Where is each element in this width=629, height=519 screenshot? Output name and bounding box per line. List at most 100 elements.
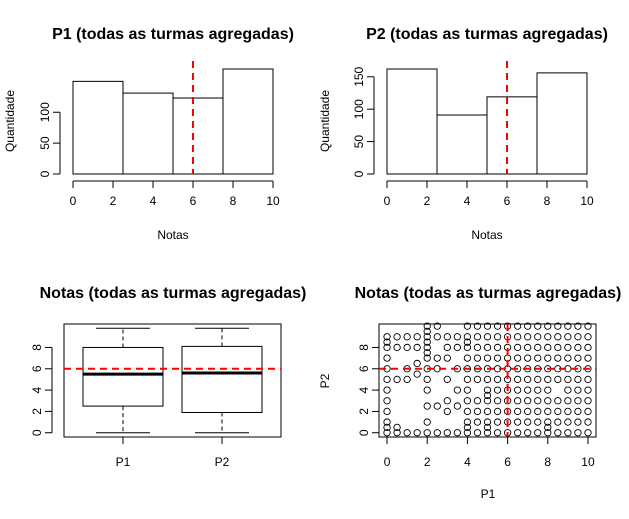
scatter-point [383, 338, 391, 346]
scatter-point [513, 322, 522, 330]
scatter-point [574, 322, 582, 330]
scatter-point [513, 429, 522, 437]
scatter-point [483, 343, 492, 352]
scatter-point [433, 402, 441, 410]
scatter-point [393, 375, 401, 384]
scatter-point [554, 322, 562, 330]
x-tick-label: 6 [190, 194, 197, 208]
x-tick-label: 0 [70, 194, 77, 208]
histogram-p2: P2 (todas as turmas agregadas) Notas Qua… [318, 26, 608, 242]
y-tick-label: 6 [357, 365, 371, 372]
plot-frame [63, 323, 282, 438]
scatter-point [423, 429, 431, 437]
histogram-bar [436, 114, 488, 175]
y-tick-label: 2 [30, 408, 44, 415]
scatter-point [463, 397, 472, 405]
scatter-point [513, 343, 522, 352]
scatter-point [534, 386, 542, 394]
histogram-bar [386, 68, 438, 175]
scatter-p1-vs-p2: Notas (todas as turmas agregadas) P1 P2 … [318, 285, 621, 501]
x-tick-label: 8 [230, 194, 237, 208]
scatter-point [453, 429, 462, 437]
scatter-point [393, 343, 401, 352]
scatter-point [483, 375, 492, 384]
scatter-point [564, 322, 572, 330]
scatter-point [423, 322, 431, 330]
scatter-point [483, 391, 492, 400]
scatter-point [564, 333, 572, 341]
box-p2 [181, 327, 263, 434]
scatter-point [574, 375, 582, 384]
scatter-point [534, 418, 542, 426]
scatter-point [544, 354, 552, 362]
scatter-point [524, 386, 532, 394]
y-axis-label: Quantidade [3, 90, 17, 152]
y-tick-label: 4 [357, 386, 371, 393]
scatter-point [564, 418, 572, 426]
scatter-point [524, 418, 532, 426]
scatter-point [493, 397, 502, 405]
scatter-point [534, 375, 542, 384]
x-tick-label: 4 [150, 194, 157, 208]
scatter-point [383, 333, 391, 341]
scatter-point [423, 338, 431, 346]
scatter-point [483, 354, 492, 362]
scatter-point [544, 423, 552, 432]
scatter-point [584, 386, 592, 394]
scatter-point [544, 386, 552, 394]
scatter-point [493, 322, 502, 330]
scatter-point [544, 322, 552, 330]
scatter-point [584, 333, 592, 341]
scatter-point [413, 343, 421, 352]
scatter-point [493, 407, 502, 416]
scatter-point [513, 407, 522, 416]
scatter-point [463, 338, 472, 346]
x-tick-label: 10 [266, 194, 280, 208]
scatter-point [513, 397, 522, 405]
chart-title: P1 (todas as turmas agregadas) [52, 26, 294, 43]
x-tick-label: 4 [464, 455, 471, 469]
scatter-point [524, 343, 532, 352]
scatter-point [554, 397, 562, 405]
y-axis-label: Quantidade [318, 90, 332, 152]
scatter-point [524, 429, 532, 437]
scatter-point [574, 407, 582, 416]
scatter-point [513, 375, 522, 384]
scatter-point [524, 397, 532, 405]
y-tick-label: 2 [357, 408, 371, 415]
x-tick-label: 2 [424, 455, 431, 469]
y-tick-label: 0 [30, 429, 44, 436]
plot-frame [378, 323, 597, 438]
scatter-point [534, 354, 542, 362]
scatter-point [473, 429, 482, 437]
boxplot-notas: Notas (todas as turmas agregadas) P1 P2 0 2… [30, 285, 306, 469]
scatter-point [403, 375, 411, 384]
scatter-point [493, 418, 502, 426]
box-p1 [82, 327, 164, 434]
scatter-point [544, 375, 552, 384]
scatter-point [463, 418, 472, 426]
scatter-point [453, 386, 462, 394]
scatter-point [544, 397, 552, 405]
scatter-point [574, 354, 582, 362]
scatter-point [493, 343, 502, 352]
scatter-point [463, 354, 472, 362]
scatter-point [463, 423, 472, 432]
x-tick-label: 6 [504, 194, 511, 208]
scatter-point [483, 397, 492, 405]
scatter-point [463, 322, 472, 330]
scatter-point [473, 322, 482, 330]
scatter-point [564, 429, 572, 437]
scatter-point [493, 333, 502, 341]
category-label: P2 [215, 455, 230, 469]
scatter-point [574, 333, 582, 341]
y-tick-label: 100 [38, 102, 52, 122]
x-tick-label: 2 [424, 194, 431, 208]
scatter-point [513, 418, 522, 426]
scatter-point [463, 375, 472, 384]
y-axis-label: P2 [318, 373, 332, 388]
scatter-point [383, 354, 391, 362]
scatter-point [463, 407, 472, 416]
scatter-point [564, 397, 572, 405]
scatter-point [473, 397, 482, 405]
